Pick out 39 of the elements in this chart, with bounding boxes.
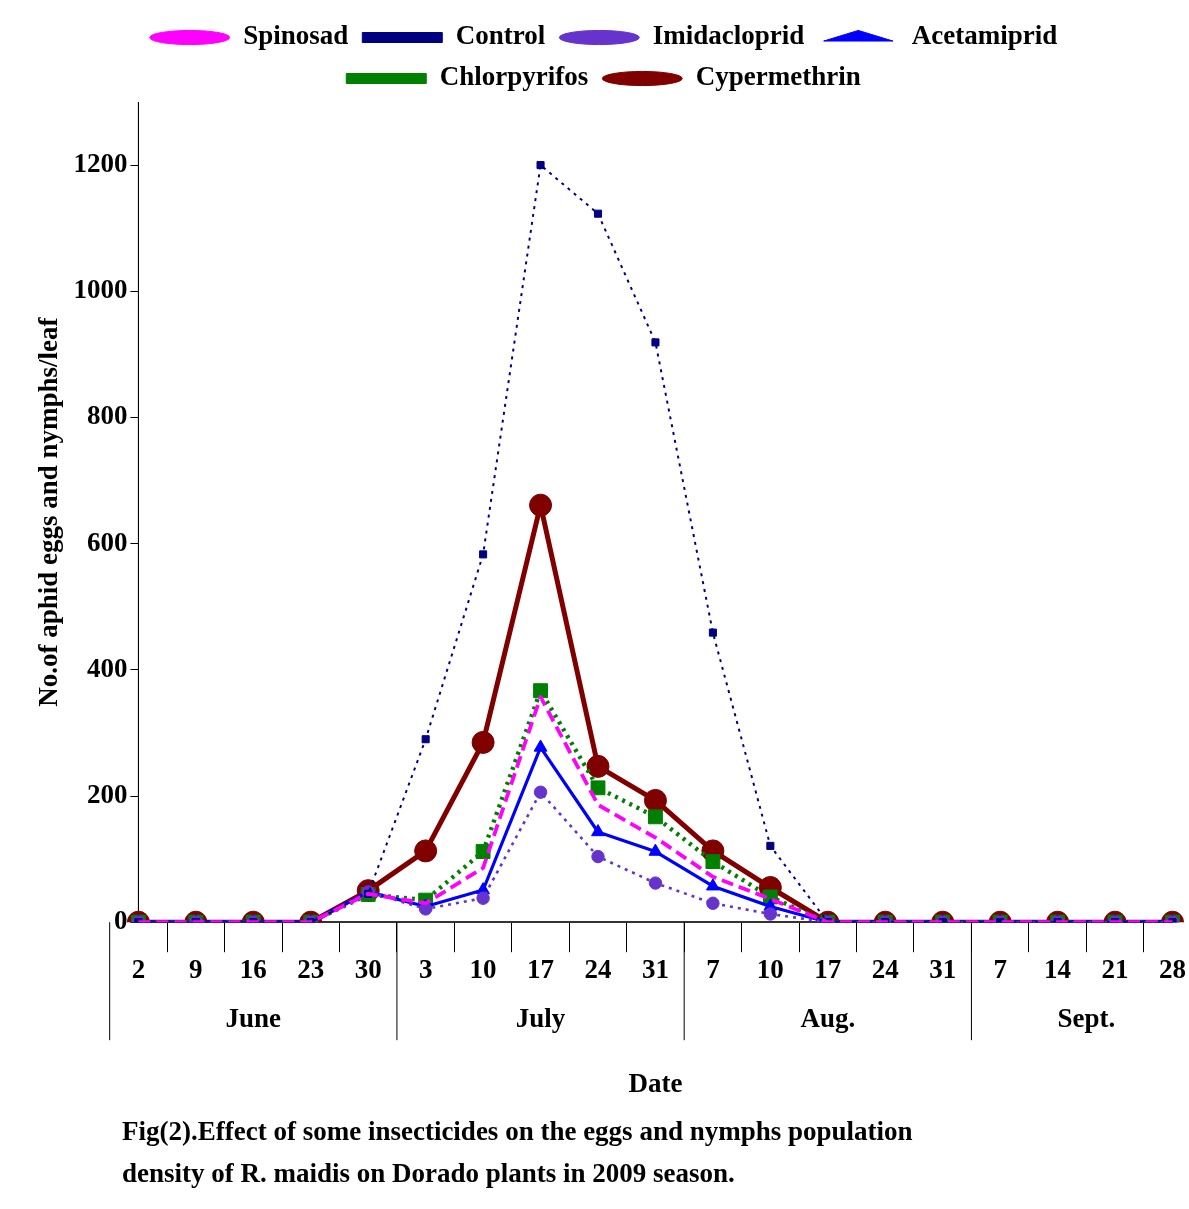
x-tick-label: 7 xyxy=(706,954,720,985)
y-tick-label: 200 xyxy=(86,778,128,809)
y-tick-label: 400 xyxy=(86,652,128,683)
legend-label: Cypermethrin xyxy=(695,61,861,92)
y-tick-label: 1000 xyxy=(73,274,128,305)
legend-label: Acetamiprid xyxy=(911,20,1058,51)
y-tick-label: 0 xyxy=(113,905,128,936)
x-tick-label: 17 xyxy=(814,954,842,985)
text: Aug. xyxy=(800,1003,856,1034)
text: July xyxy=(515,1003,566,1034)
legend-label: Spinosad xyxy=(243,20,349,51)
x-tick-label: 31 xyxy=(929,954,957,985)
legend-label: Imidacloprid xyxy=(652,20,805,51)
x-tick-label: 3 xyxy=(418,954,433,985)
x-tick-label: 30 xyxy=(354,954,382,985)
legend-label: Chlorpyrifos xyxy=(439,61,589,92)
x-tick-label: 2 xyxy=(131,954,146,985)
text: Sept. xyxy=(1057,1003,1116,1034)
x-tick-label: 17 xyxy=(527,954,555,985)
x-tick-label: 31 xyxy=(641,954,669,985)
y-axis-title: No.of aphid eggs and nymphs/leaf xyxy=(33,316,64,707)
y-tick-label: 1200 xyxy=(73,148,128,179)
x-tick-label: 24 xyxy=(871,954,899,985)
x-tick-label: 14 xyxy=(1044,954,1072,985)
x-tick-label: 16 xyxy=(239,954,267,985)
x-tick-label: 28 xyxy=(1159,954,1186,985)
legend-label: Control xyxy=(455,20,546,51)
x-tick-label: 24 xyxy=(584,954,612,985)
x-tick-label: 23 xyxy=(297,954,325,985)
x-tick-label: 9 xyxy=(189,954,203,985)
text: June xyxy=(225,1003,282,1034)
x-tick-label: 7 xyxy=(993,954,1007,985)
y-tick-label: 600 xyxy=(86,526,128,557)
x-tick-label: 21 xyxy=(1101,954,1129,985)
x-axis-title: Date xyxy=(628,1067,683,1098)
text: Fig(2).Effect of some insecticides on the eggs and nymphs population density of R. maidis on Dorado plants in 2009 season. xyxy=(122,1115,914,1190)
x-tick-label: 10 xyxy=(469,954,497,985)
x-tick-label: 10 xyxy=(756,954,784,985)
y-tick-label: 800 xyxy=(86,400,128,431)
